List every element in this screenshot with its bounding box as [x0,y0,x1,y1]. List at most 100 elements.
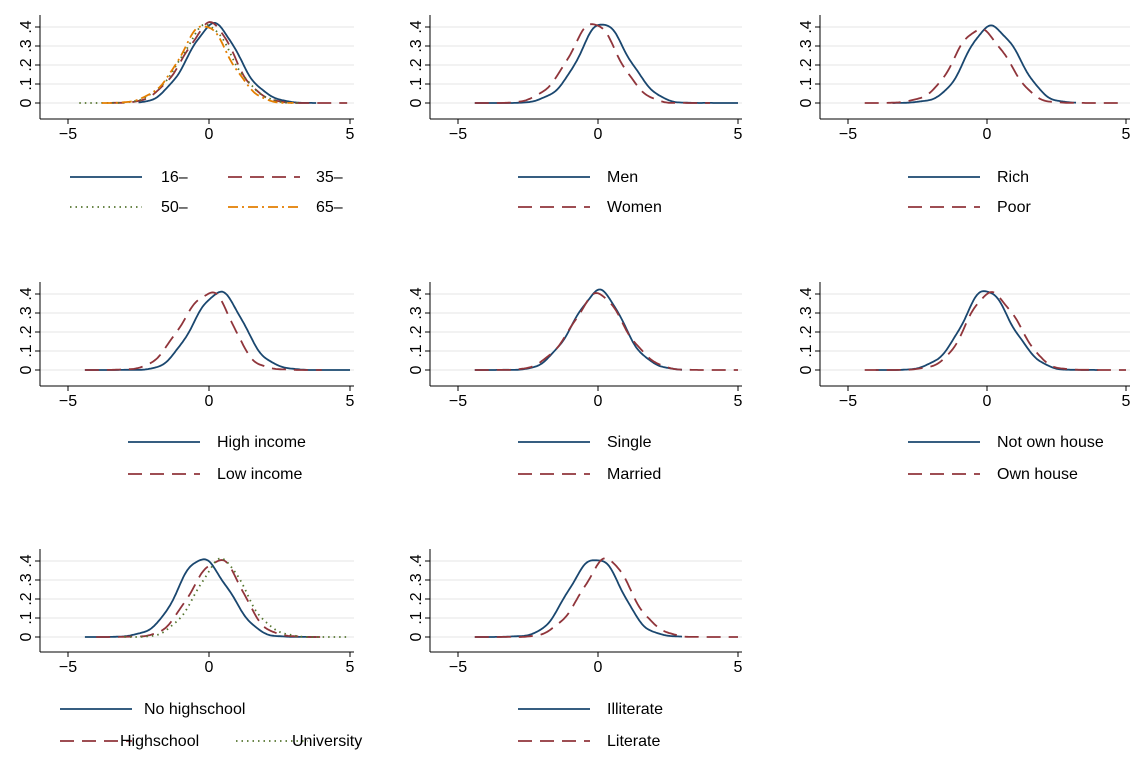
legend-label: 50– [161,199,188,216]
x-tick-label: 5 [1122,126,1131,143]
y-tick-label: .4 [18,20,35,33]
legend: Single Married [518,434,661,483]
x-tick-label: 5 [346,659,355,676]
legend: High income Low income [128,434,306,483]
legend-label: 65– [316,199,343,216]
y-tick-label: 0 [18,632,35,641]
legend-label: 16– [161,169,188,186]
x-tick-label: 0 [594,393,603,410]
density-curve [474,23,710,104]
x-tick-label: 0 [205,126,214,143]
x-tick-label: −5 [839,126,857,143]
x-tick-label: −5 [839,393,857,410]
legend-label: Illiterate [607,701,663,718]
legend: Men Women [518,169,662,216]
legend: 16– 35– 50– 65– [70,169,343,216]
density-curve [864,28,1121,104]
legend-label: University [292,733,362,750]
density-panel-5: 0 .1 .2 .3 .4 −5 0 5 Single Married [408,282,743,483]
x-tick-label: 5 [1122,393,1131,410]
y-tick-label: .2 [408,325,425,338]
legend-label: Rich [997,169,1029,186]
y-tick-label: .2 [408,58,425,71]
density-panel-4: 0 .1 .2 .3 .4 −5 0 5 High income Low income [18,282,355,483]
y-tick-label: .2 [798,325,815,338]
legend-label: No highschool [144,701,245,718]
y-tick-label: .4 [18,287,35,300]
density-curve [138,21,317,104]
density-curve [84,290,350,371]
density-panel-1: 0 .1 .2 .3 .4 −5 0 5 16– 35– 50– 65– [18,15,355,216]
legend-label: Poor [997,199,1031,216]
y-tick-label: .1 [18,344,35,357]
y-tick-label: .3 [18,39,35,52]
y-tick-label: .4 [408,20,425,33]
y-tick-label: .4 [18,554,35,567]
density-curve [79,23,300,104]
legend-label: Single [607,434,652,451]
density-curve [864,291,1126,371]
density-curve [84,291,322,371]
y-tick-label: 0 [18,365,35,374]
x-tick-label: −5 [449,393,467,410]
y-tick-label: 0 [408,632,425,641]
x-tick-label: 5 [734,126,743,143]
y-tick-label: 0 [798,98,815,107]
y-tick-label: .1 [408,77,425,90]
y-tick-label: .4 [798,287,815,300]
legend: Rich Poor [908,169,1031,216]
y-tick-label: .1 [408,611,425,624]
density-curve [110,21,348,104]
density-curve [474,557,738,638]
legend-label: Own house [997,466,1078,483]
y-tick-label: 0 [408,98,425,107]
x-tick-label: −5 [449,126,467,143]
y-tick-label: .3 [18,306,35,319]
y-tick-label: .4 [408,287,425,300]
y-tick-label: .2 [18,58,35,71]
density-curve [84,558,317,638]
x-tick-label: 0 [983,393,992,410]
legend-label: Literate [607,733,660,750]
legend-label: Men [607,169,638,186]
legend-label: Highschool [120,733,199,750]
density-panel-2: 0 .1 .2 .3 .4 −5 0 5 Men Women [408,15,743,216]
density-curve [474,288,683,371]
x-tick-label: 5 [346,393,355,410]
y-tick-label: .4 [408,554,425,567]
y-tick-label: .1 [18,77,35,90]
legend-label: Married [607,466,661,483]
legend-label: High income [217,434,306,451]
legend: Illiterate Literate [518,701,663,750]
legend: Not own house Own house [908,434,1104,483]
y-tick-label: .1 [798,77,815,90]
y-tick-label: .2 [408,592,425,605]
y-tick-label: 0 [18,98,35,107]
density-panel-3: 0 .1 .2 .3 .4 −5 0 5 Rich Poor [798,15,1131,216]
density-curve [124,557,350,638]
x-tick-label: 0 [594,659,603,676]
x-tick-label: −5 [59,393,77,410]
y-tick-label: .1 [18,611,35,624]
x-tick-label: 0 [983,126,992,143]
y-tick-label: 0 [798,365,815,374]
density-panel-8: 0 .1 .2 .3 .4 −5 0 5 Illiterate Literate [408,549,743,750]
y-tick-label: .3 [408,39,425,52]
y-tick-label: .1 [798,344,815,357]
x-tick-label: 0 [205,393,214,410]
density-panel-7: 0 .1 .2 .3 .4 −5 0 5 No highschool Highschool Univ… [18,549,362,750]
legend: No highschool Highschool University [60,701,362,750]
legend-label: 35– [316,169,343,186]
x-tick-label: 0 [594,126,603,143]
x-tick-label: 5 [734,393,743,410]
density-panel-6: 0 .1 .2 .3 .4 −5 0 5 Not own house Own house [798,282,1131,483]
y-tick-label: .2 [18,592,35,605]
x-tick-label: −5 [59,659,77,676]
legend-label: Women [607,199,662,216]
x-tick-label: 0 [205,659,214,676]
density-curve [875,290,1099,371]
x-tick-label: −5 [449,659,467,676]
y-tick-label: .3 [798,39,815,52]
y-tick-label: .3 [408,306,425,319]
